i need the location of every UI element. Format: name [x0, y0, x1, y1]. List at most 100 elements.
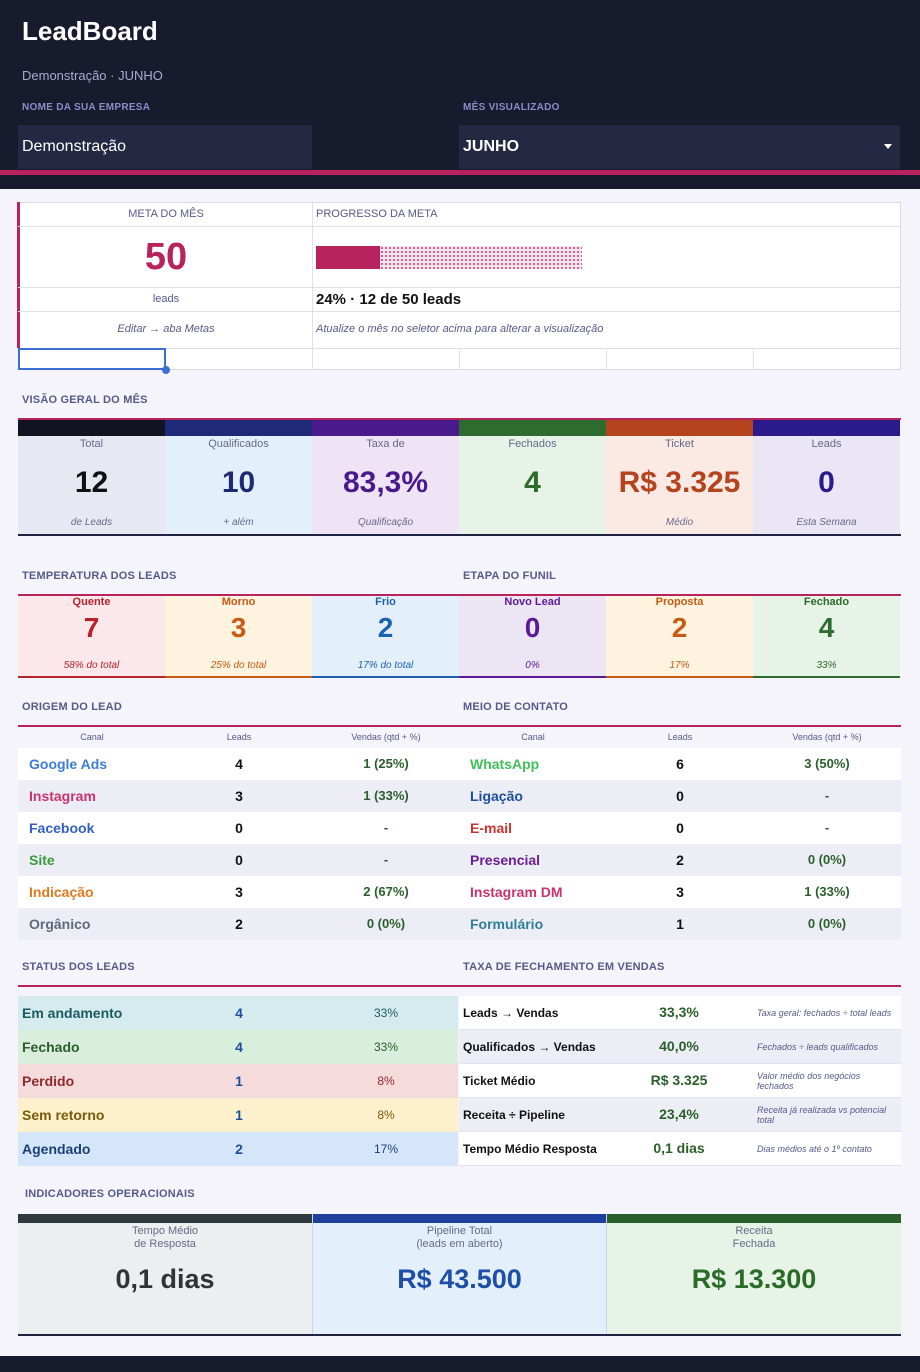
channel-leads: 2: [676, 852, 684, 868]
grid-line: [18, 311, 901, 312]
selector-bar: NOME DA SUA EMPRESA Demonstração MÊS VIS…: [0, 90, 920, 172]
channel-leads: 3: [235, 884, 243, 900]
closing-value: 33,3%: [659, 1004, 699, 1020]
meta-label: META DO MÊS: [128, 208, 204, 220]
kpi-card: Ticket R$ 3.325 Médio: [606, 420, 753, 534]
kpi-label: Taxa de: [366, 438, 405, 450]
card-sublabel: 25% do total: [210, 660, 267, 671]
month-select[interactable]: JUNHO: [459, 125, 900, 169]
grid-line: [312, 202, 313, 370]
temperature-card: Quente 7 58% do total: [18, 596, 165, 678]
status-percent: 17%: [373, 1142, 399, 1156]
operational-value: 0,1 dias: [115, 1264, 215, 1294]
table-row: Site 0 -: [18, 844, 459, 876]
card-sublabel: 17%: [669, 660, 690, 671]
operational-title: INDICADORES OPERACIONAIS: [25, 1188, 195, 1200]
status-title: STATUS DOS LEADS: [22, 961, 135, 973]
status-count: 4: [235, 1039, 243, 1055]
table-row: Indicação 3 2 (67%): [18, 876, 459, 908]
table-row: Formulário 1 0 (0%): [459, 908, 901, 940]
kpi-label: Leads: [811, 438, 842, 450]
meta-edit-hint: Editar → aba Metas: [117, 323, 215, 335]
column-header: Vendas (qtd + %): [351, 732, 421, 742]
closing-label: Leads → Vendas: [463, 1006, 559, 1020]
operational-label-line: Fechada: [732, 1238, 776, 1250]
operational-color-bar: [18, 1214, 312, 1223]
kpi-value: R$ 3.325: [618, 466, 741, 499]
progress-text: 24% · 12 de 50 leads: [316, 291, 462, 308]
channel-name: WhatsApp: [470, 756, 540, 772]
kpi-value: 12: [74, 466, 109, 499]
progress-label: PROGRESSO DA META: [316, 208, 438, 220]
selected-cell[interactable]: [18, 348, 166, 370]
channel-leads: 3: [676, 884, 684, 900]
channel-name: Presencial: [470, 852, 541, 868]
column-header: Leads: [667, 732, 693, 742]
funnel-card: Novo Lead 0 0%: [459, 596, 606, 678]
closing-note: Taxa geral: fechados ÷ total leads: [757, 1008, 892, 1018]
kpi-card: Fechados 4: [459, 420, 606, 534]
status-label: Fechado: [22, 1039, 80, 1055]
temperature-card: Frio 2 17% do total: [312, 596, 459, 678]
closing-label: Ticket Médio: [463, 1074, 536, 1088]
channel-name: Google Ads: [29, 756, 108, 772]
kpi-label: Ticket: [665, 438, 694, 450]
kpi-card: Leads 0 Esta Semana: [753, 420, 900, 534]
meta-value[interactable]: 50: [144, 236, 188, 278]
card-value: 3: [230, 612, 247, 643]
card-sublabel: 58% do total: [63, 660, 120, 671]
card-sublabel: 0%: [525, 660, 540, 671]
column-header: Leads: [226, 732, 252, 742]
grid-line: [459, 348, 460, 370]
kpi-sublabel: Médio: [665, 517, 694, 528]
channel-sales: 0 (0%): [366, 916, 406, 931]
closing-value: 0,1 dias: [653, 1140, 705, 1156]
operational-card: Pipeline Total (leads em aberto) R$ 43.500: [312, 1214, 606, 1336]
status-row: Sem retorno 1 8%: [18, 1098, 458, 1132]
operational-label: Pipeline Total (leads em aberto): [313, 1225, 606, 1251]
status-label: Sem retorno: [22, 1107, 105, 1123]
card-bottom-line: [753, 676, 900, 678]
status-percent: 33%: [373, 1040, 399, 1054]
progress-note: Atualize o mês no seletor acima para alt…: [316, 323, 604, 335]
kpi-sublabel: + além: [223, 517, 254, 528]
table-row: Presencial 2 0 (0%): [459, 844, 901, 876]
operational-label: Tempo Médio de Resposta: [18, 1225, 312, 1251]
closing-note: Receita já realizada vs potencial total: [757, 1105, 887, 1125]
status-percent: 33%: [373, 1006, 399, 1020]
funnel-card: Fechado 4 33%: [753, 596, 900, 678]
fill-handle[interactable]: [162, 366, 170, 374]
card-label: Frio: [375, 596, 396, 608]
operational-value: R$ 43.500: [397, 1264, 522, 1294]
origin-table-header: Canal Leads Vendas (qtd + %): [18, 728, 460, 748]
status-row: Perdido 1 8%: [18, 1064, 458, 1098]
table-row: Instagram 3 1 (33%): [18, 780, 459, 812]
table-row: Orgânico 2 0 (0%): [18, 908, 459, 940]
channel-leads: 6: [676, 756, 684, 772]
channel-name: Orgânico: [29, 916, 91, 932]
channel-sales: 0 (0%): [807, 916, 847, 931]
contact-title: MEIO DE CONTATO: [463, 701, 569, 713]
channel-name: Ligação: [470, 788, 523, 804]
closing-value: R$ 3.325: [650, 1072, 708, 1088]
table-row: Ligação 0 -: [459, 780, 901, 812]
channel-sales: -: [824, 820, 830, 835]
status-count: 1: [235, 1073, 243, 1089]
closing-title: TAXA DE FECHAMENTO EM VENDAS: [463, 961, 665, 973]
status-count: 4: [235, 1005, 243, 1021]
channel-name: Facebook: [29, 820, 95, 836]
kpi-value: 83,3%: [342, 466, 429, 499]
funnel-title: ETAPA DO FUNIL: [463, 570, 557, 582]
kpi-color-bar: [18, 420, 165, 436]
channel-name: Indicação: [29, 884, 94, 900]
card-value: 7: [83, 612, 100, 643]
company-input[interactable]: Demonstração: [18, 125, 312, 169]
channel-leads: 0: [676, 788, 684, 804]
origin-title: ORIGEM DO LEAD: [22, 701, 122, 713]
closing-value: 23,4%: [659, 1106, 699, 1122]
grid-line: [18, 226, 901, 227]
card-sublabel: 17% do total: [357, 660, 414, 671]
column-header: Vendas (qtd + %): [792, 732, 862, 742]
closing-row: Leads → Vendas 33,3% Taxa geral: fechados …: [459, 996, 901, 1030]
grid-line: [18, 287, 901, 288]
